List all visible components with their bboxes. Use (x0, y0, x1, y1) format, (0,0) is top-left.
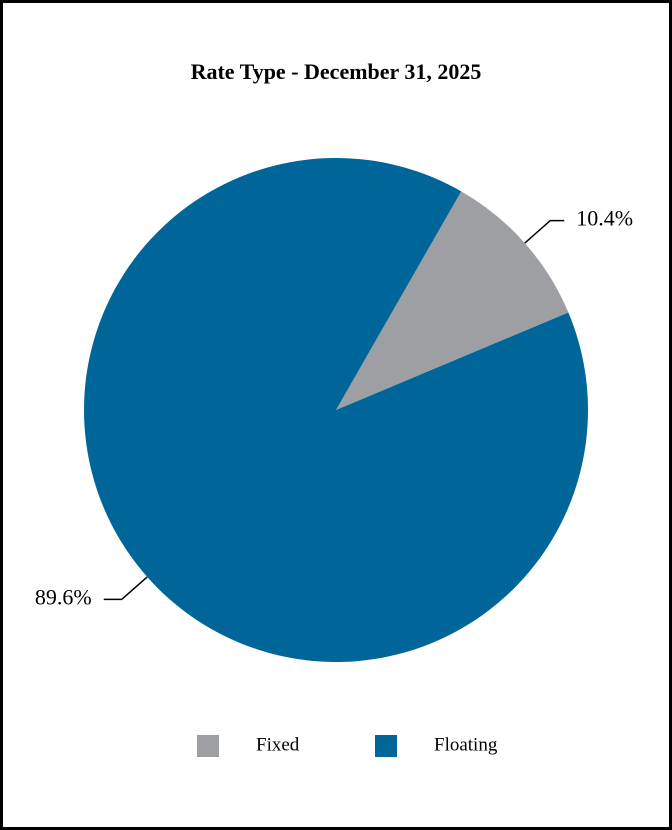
data-label: 89.6% (35, 584, 92, 609)
pie-slice (336, 191, 569, 410)
pie-slice (84, 158, 588, 662)
chart-title: Rate Type - December 31, 2025 (191, 59, 482, 84)
legend-swatch (375, 735, 397, 757)
legend-label: Fixed (256, 734, 300, 755)
legend-swatch (197, 735, 219, 757)
leader-line (524, 219, 565, 244)
leader-line (103, 576, 148, 601)
legend-label: Floating (434, 734, 498, 755)
data-label: 10.4% (576, 206, 633, 231)
